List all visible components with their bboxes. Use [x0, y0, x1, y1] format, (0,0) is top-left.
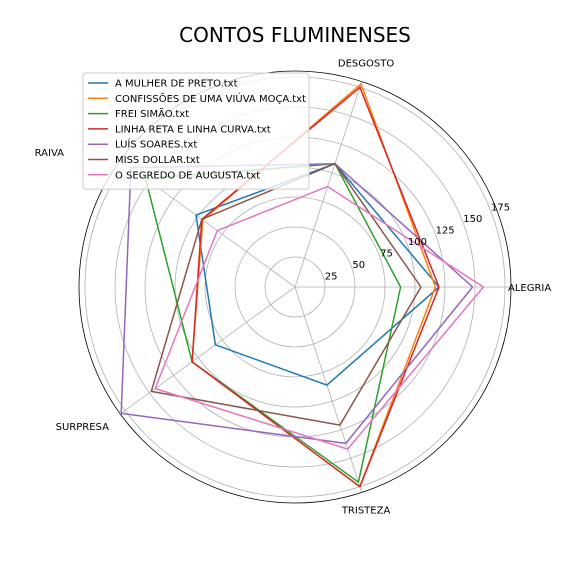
- series-line: [150, 162, 422, 426]
- label-layer: 25 50 75 100 125 150 175 ALEGRIA DESGOSTO RAIVA SU…: [35, 58, 552, 516]
- legend-entry: FREI SIMÃO.txt: [115, 107, 189, 120]
- radial-tick-label: 50: [352, 260, 365, 271]
- legend-entry: MISS DOLLAR.txt: [115, 155, 200, 166]
- legend-entry: LINHA RETA E LINHA CURVA.txt: [115, 124, 271, 135]
- radial-tick-label: 75: [380, 249, 393, 260]
- legend-box: [82, 72, 310, 190]
- series-line: [154, 185, 484, 450]
- series-layer: [120, 83, 484, 488]
- axis-label: ALEGRIA: [508, 283, 551, 294]
- series-line: [144, 162, 402, 483]
- series-line: [120, 162, 474, 445]
- radial-tick-label: 25: [325, 272, 338, 283]
- legend-entry: CONFISSÕES DE UMA VIÚVA MOÇA.txt: [115, 92, 306, 105]
- axis-label: TRISTEZA: [341, 506, 391, 517]
- legend-entry: O SEGREDO DE AUGUSTA.txt: [115, 170, 260, 181]
- radial-tick-label: 175: [491, 203, 510, 214]
- radial-tick-label: 125: [436, 226, 455, 237]
- series-line: [195, 162, 440, 386]
- radial-tick-label: 150: [463, 214, 482, 225]
- radial-tick-label: 100: [408, 237, 427, 248]
- grid-spoke: [120, 286, 296, 415]
- series-line: [191, 86, 440, 488]
- grid-spoke: [294, 286, 363, 493]
- legend: A MULHER DE PRETO.txt CONFISSÕES DE UMA V…: [82, 72, 310, 190]
- grid-spoke: [294, 81, 363, 288]
- legend-entry: A MULHER DE PRETO.txt: [115, 79, 238, 90]
- legend-entry: LUÍS SOARES.txt: [115, 138, 197, 151]
- axis-label: SURPRESA: [56, 422, 109, 433]
- axis-label: RAIVA: [35, 148, 65, 159]
- chart-title: CONTOS FLUMINENSES: [179, 23, 411, 47]
- axis-label: DESGOSTO: [338, 58, 394, 69]
